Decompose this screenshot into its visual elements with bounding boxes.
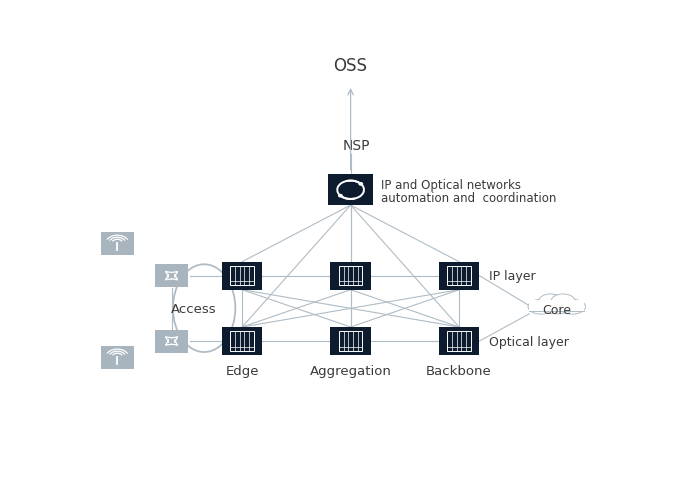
Ellipse shape — [538, 296, 576, 314]
Text: Aggregation: Aggregation — [309, 364, 391, 378]
Text: OSS: OSS — [334, 57, 368, 75]
FancyBboxPatch shape — [330, 327, 371, 355]
FancyBboxPatch shape — [101, 233, 134, 256]
Circle shape — [359, 183, 363, 186]
Ellipse shape — [551, 294, 575, 308]
Text: NSP: NSP — [342, 139, 370, 153]
FancyBboxPatch shape — [155, 330, 188, 353]
FancyBboxPatch shape — [439, 262, 480, 290]
Bar — [339, 266, 363, 286]
Text: Backbone: Backbone — [426, 364, 492, 378]
Text: Core: Core — [542, 303, 571, 316]
FancyBboxPatch shape — [439, 327, 480, 355]
Ellipse shape — [539, 294, 562, 308]
FancyBboxPatch shape — [328, 175, 373, 206]
Bar — [447, 266, 471, 286]
FancyBboxPatch shape — [330, 262, 371, 290]
Text: IP and Optical networks: IP and Optical networks — [381, 178, 521, 191]
Bar — [529, 301, 584, 311]
Bar — [230, 266, 254, 286]
Text: IP layer: IP layer — [489, 270, 536, 283]
Text: Edge: Edge — [225, 364, 259, 378]
Bar — [339, 332, 363, 351]
Text: automation and  coordination: automation and coordination — [381, 192, 556, 205]
Ellipse shape — [559, 300, 585, 315]
Text: Access: Access — [171, 302, 216, 315]
FancyBboxPatch shape — [222, 262, 262, 290]
FancyBboxPatch shape — [155, 265, 188, 287]
Bar — [447, 332, 471, 351]
Ellipse shape — [528, 300, 554, 315]
FancyBboxPatch shape — [222, 327, 262, 355]
FancyBboxPatch shape — [101, 347, 134, 370]
Bar — [230, 332, 254, 351]
Text: Optical layer: Optical layer — [489, 335, 569, 348]
Circle shape — [339, 195, 342, 197]
